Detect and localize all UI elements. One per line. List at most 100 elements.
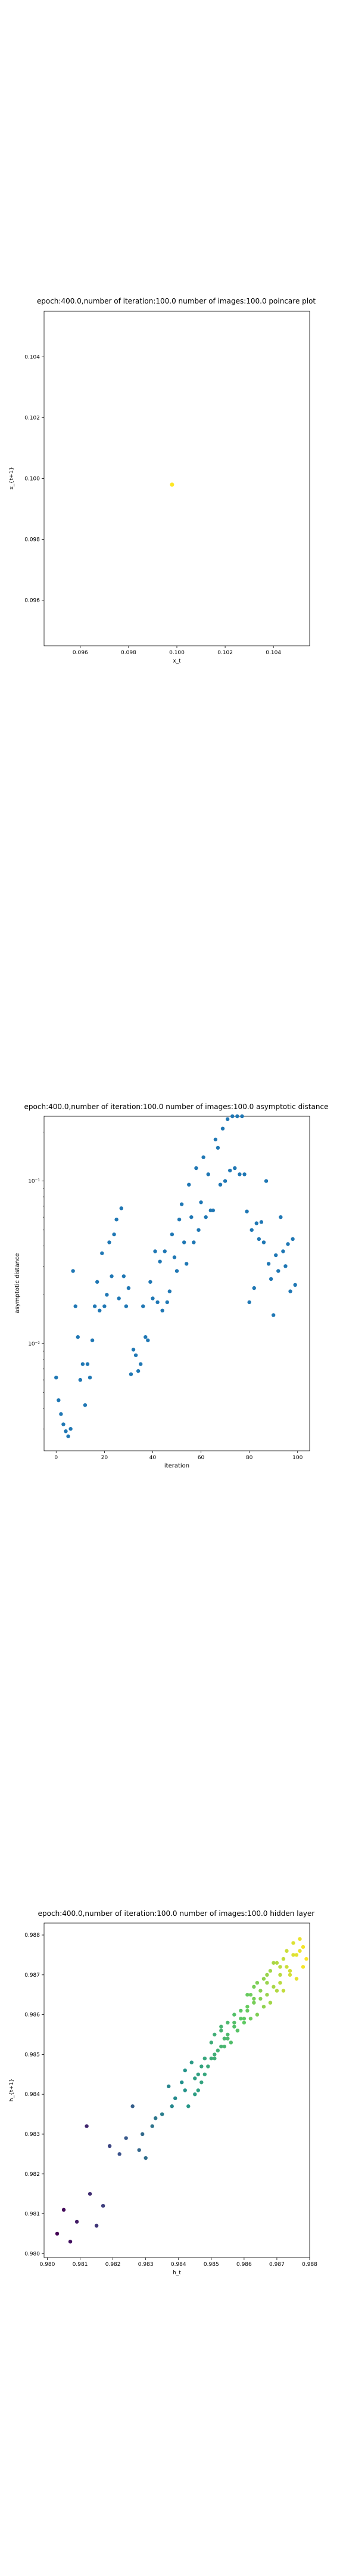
asymptotic-ytick-label: 10⁻¹	[28, 1179, 40, 1185]
hidden-layer-point	[117, 2152, 121, 2156]
hidden-layer-points	[55, 1937, 308, 2244]
asymptotic-point	[119, 1206, 123, 1210]
hidden-layer-ytick-label: 0.984	[24, 2092, 40, 2098]
hidden-layer-xtick-label: 0.985	[204, 2262, 219, 2268]
hidden-layer-xlabel: h_t	[173, 2270, 181, 2276]
asymptotic-point	[153, 1249, 157, 1253]
hidden-layer-point	[124, 2136, 128, 2140]
poincare-ytick-label: 0.098	[24, 537, 40, 543]
asymptotic-point	[155, 1300, 160, 1305]
hidden-layer-point	[245, 2008, 250, 2013]
hidden-layer-point	[226, 2032, 230, 2037]
asymptotic-point	[90, 1338, 95, 1342]
hidden-layer-xtick-label: 0.984	[171, 2262, 186, 2268]
hidden-layer-point	[239, 2008, 243, 2013]
hidden-layer-point	[278, 1980, 282, 1985]
hidden-layer-point	[193, 2076, 197, 2080]
asymptotic-point	[279, 1215, 283, 1219]
hidden-layer-point	[301, 1965, 305, 1969]
asymptotic-point	[264, 1179, 269, 1183]
asymptotic-point	[225, 1117, 230, 1122]
asymptotic-point	[220, 1126, 225, 1131]
asymptotic-point	[194, 1166, 198, 1171]
poincare-xlabel: x_t	[173, 658, 181, 664]
hidden-layer-point	[193, 2092, 197, 2097]
hidden-layer-point	[285, 1949, 289, 1953]
asymptotic-point	[117, 1296, 121, 1301]
hidden-layer-point	[150, 2124, 154, 2128]
asymptotic-point	[59, 1412, 63, 1416]
hidden-layer-point	[222, 2036, 227, 2041]
asymptotic-ytick-label: 10⁻²	[28, 1342, 40, 1348]
asymptotic-point	[92, 1304, 97, 1308]
asymptotic-point	[95, 1280, 99, 1284]
asymptotic-point	[160, 1308, 164, 1313]
asymptotic-point	[283, 1264, 288, 1268]
hidden-layer-point	[298, 1937, 302, 1941]
hidden-layer-point	[167, 2084, 171, 2089]
asymptotic-point	[218, 1182, 223, 1187]
hidden-layer-point	[94, 2224, 99, 2228]
hidden-layer-point	[209, 2041, 214, 2045]
hidden-layer-point	[202, 2056, 207, 2061]
poincare-point	[170, 482, 174, 487]
poincare-plot-area	[43, 311, 310, 646]
hidden-layer-xtick-label: 0.982	[105, 2262, 121, 2268]
hidden-layer-point	[235, 2029, 240, 2033]
asymptotic-point	[57, 1398, 61, 1402]
asymptotic-point	[76, 1335, 80, 1339]
hidden-layer-xtick-label: 0.986	[236, 2262, 252, 2268]
poincare-chart: epoch:400.0,number of iteration:100.0 nu…	[9, 297, 316, 664]
hidden-layer-point	[202, 2072, 207, 2076]
asymptotic-point	[129, 1372, 133, 1376]
hidden-layer-xtick-label: 0.980	[40, 2262, 55, 2268]
asymptotic-point	[288, 1289, 292, 1293]
asymptotic-point	[185, 1262, 189, 1266]
hidden-layer-ytick-label: 0.985	[24, 2052, 40, 2058]
hidden-layer-point	[268, 1968, 273, 1973]
poincare-ytick-label: 0.100	[24, 476, 40, 482]
hidden-layer-point	[258, 1989, 263, 1993]
hidden-layer-point	[173, 2096, 177, 2101]
asymptotic-point	[167, 1289, 172, 1293]
hidden-layer-point	[219, 2044, 223, 2049]
hidden-layer-point	[245, 1993, 250, 1997]
hidden-layer-point	[275, 1961, 279, 1965]
hidden-layer-point	[61, 2207, 66, 2212]
poincare-xtick-label: 0.100	[169, 650, 185, 656]
hidden-layer-point	[232, 2012, 236, 2017]
hidden-layer-point	[304, 1956, 308, 1961]
asymptotic-point	[211, 1208, 216, 1213]
asymptotic-point	[83, 1403, 88, 1407]
hidden-layer-point	[219, 2029, 223, 2033]
asymptotic-point	[131, 1348, 136, 1352]
hidden-layer-point	[239, 2017, 243, 2021]
asymptotic-point	[80, 1362, 85, 1366]
asymptotic-ylabel: asymptotic distance	[14, 1253, 21, 1313]
hidden-layer-xtick-label: 0.988	[302, 2262, 317, 2268]
asymptotic-points	[54, 1114, 297, 1438]
hidden-layer-plot-area	[43, 1922, 310, 2258]
asymptotic-point	[238, 1172, 242, 1176]
asymptotic-point	[266, 1262, 271, 1266]
asymptotic-point	[240, 1114, 244, 1119]
asymptotic-point	[293, 1283, 297, 1287]
hidden-layer-point	[232, 2024, 236, 2029]
asymptotic-point	[144, 1335, 148, 1339]
hidden-layer-point	[242, 2017, 247, 2021]
hidden-layer-xtick-label: 0.983	[138, 2262, 154, 2268]
poincare-ytick-label: 0.096	[24, 598, 40, 604]
hidden-layer-point	[258, 1996, 263, 2001]
hidden-layer-point	[248, 2017, 253, 2021]
hidden-layer-point	[55, 2231, 60, 2236]
hidden-layer-point	[278, 1965, 282, 1969]
asymptotic-title: epoch:400.0,number of iteration:100.0 nu…	[24, 1103, 329, 1111]
hidden-layer-point	[107, 2144, 112, 2148]
asymptotic-point	[257, 1237, 261, 1241]
hidden-layer-point	[68, 2240, 73, 2244]
hidden-layer-point	[242, 2020, 247, 2025]
hidden-layer-point	[101, 2203, 105, 2208]
asymptotic-point	[66, 1434, 70, 1438]
asymptotic-point	[165, 1300, 169, 1305]
asymptotic-point	[148, 1280, 152, 1284]
